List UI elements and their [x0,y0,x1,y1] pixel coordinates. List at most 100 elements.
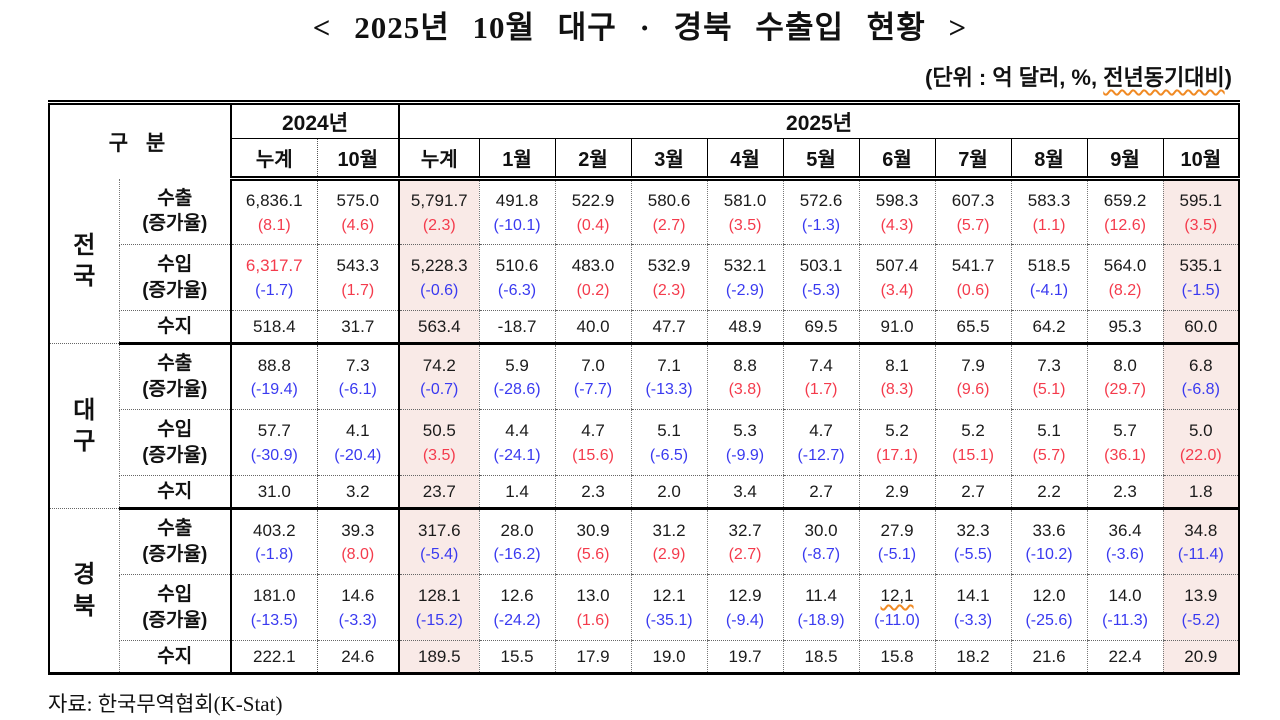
value: 583.3 [1027,191,1071,211]
growth-rate: (3.4) [880,281,914,299]
data-cell: 2.0 [630,475,708,510]
value: 5.7 [1113,421,1137,441]
growth-rate: (-6.3) [497,281,537,299]
data-cell: 5.9 (-28.6) [478,343,556,410]
data-cell: 48.9 [706,310,784,345]
growth-rate: (-19.4) [250,381,298,399]
data-cell: 1.8 [1162,475,1240,510]
data-cell: 65.5 [934,310,1012,345]
value: 39.3 [341,520,375,540]
value: 518.4 [252,316,296,336]
value: 5.0 [1188,421,1213,441]
data-cell: 36.4 (-3.6) [1086,508,1164,575]
balance-row: 수지 222.1 24.6 189.5 15.5 17.9 19.0 19.7 18.5 15.8… [49,640,1240,675]
export-row: 경 북 수출 (증가율) 403.2 (-1.8) 39.3 (8.0) 317.6 (-5.… [49,508,1240,674]
value: 8.0 [1113,355,1137,375]
growth-rate: (-5.1) [877,546,917,564]
data-cell: 572.6 (-1.3) [782,178,860,245]
growth-rate: (2.7) [652,216,686,234]
growth-rate: (-1.7) [255,281,294,299]
value: -18.7 [497,316,537,336]
value: 17.9 [576,646,610,666]
value: 4.4 [505,421,529,441]
value: 4.1 [345,421,370,441]
value: 7.1 [657,355,681,375]
value: 6.8 [1188,355,1213,375]
data-cell: 5.3 (-9.9) [706,409,784,476]
data-cell: 7.1 (-13.3) [630,343,708,410]
value: 8.1 [885,355,909,375]
data-cell: 23.7 [398,475,480,510]
growth-rate: (4.3) [880,216,914,234]
data-cell: 50.5 (3.5) [398,409,480,476]
data-cell: 8.8 (3.8) [706,343,784,410]
data-cell: 47.7 [630,310,708,345]
growth-rate: (5.1) [1032,381,1066,399]
data-cell: 518.4 [230,310,318,345]
data-cell: 532.1 (-2.9) [706,244,784,311]
growth-rate: (12.6) [1104,216,1146,234]
data-cell: 22.4 [1086,640,1164,675]
data-cell: 563.4 [398,310,480,345]
data-cell: 34.8 (-11.4) [1162,508,1240,575]
column-header: 1월 [478,138,556,181]
data-cell: 15.5 [478,640,556,675]
unit-note-underlined: 전년동기대비 [1103,65,1225,90]
data-cell: 222.1 [230,640,318,675]
data-cell: 11.4 (-18.9) [782,574,860,641]
value: 5,228.3 [410,256,468,276]
value: 12.9 [728,586,762,606]
trade-table: 구 분 2024년 2025년 누계 10월 누계 1월 2월 3월 4월 5월 6월 7월 8월 9월 10… [48,100,1241,675]
row-label-balance: 수지 [118,310,232,345]
value: 13.9 [1184,586,1218,606]
data-cell: 14.1 (-3.3) [934,574,1012,641]
value: 2.2 [1037,481,1061,501]
data-cell: 4.1 (-20.4) [316,409,400,476]
growth-rate: (-3.6) [1105,546,1145,564]
growth-rate: (-18.9) [797,611,845,629]
data-cell: 510.6 (-6.3) [478,244,556,311]
growth-rate: (8.2) [1108,281,1142,299]
value: 1.4 [505,481,529,501]
data-cell: 2.7 [934,475,1012,510]
data-cell: 3.2 [316,475,400,510]
growth-rate: (17.1) [876,446,918,464]
growth-rate: (-13.3) [645,381,693,399]
data-cell: 532.9 (2.3) [630,244,708,311]
column-header: 10월 [1162,138,1240,181]
growth-rate: (0.4) [576,216,610,234]
value: 5.1 [657,421,681,441]
growth-rate: (-24.2) [493,611,541,629]
value: 5.1 [1037,421,1061,441]
growth-rate: (-20.4) [334,446,382,464]
data-cell: 4.7 (-12.7) [782,409,860,476]
unit-note-suffix: ) [1224,65,1232,90]
data-cell: 39.3 (8.0) [316,508,400,575]
data-cell: 541.7 (0.6) [934,244,1012,311]
data-cell: 543.3 (1.7) [316,244,400,311]
data-cell: 181.0 (-13.5) [230,574,318,641]
value: 5,791.7 [410,191,468,211]
value: 5.3 [733,421,757,441]
growth-rate: (-6.8) [1181,381,1220,399]
growth-rate: (1.1) [1032,216,1066,234]
growth-rate: (5.7) [956,216,990,234]
value: 4.7 [809,421,833,441]
data-cell: 12,1 (-11.0) [858,574,936,641]
value: 491.8 [495,191,539,211]
data-cell: 12.0 (-25.6) [1010,574,1088,641]
data-cell: 57.7 (-30.9) [230,409,318,476]
growth-rate: (2.7) [728,546,762,564]
value: 19.0 [652,646,686,666]
value: 40.0 [576,316,610,336]
value: 7.3 [1037,355,1061,375]
value: 1.8 [1188,481,1213,501]
growth-rate: (8.3) [880,381,914,399]
growth-rate: (-10.2) [1025,546,1073,564]
row-label-export: 수출 (증가율) [118,508,232,575]
value: 535.1 [1179,256,1223,276]
year-group-header: 2025년 [398,102,1240,139]
column-header: 9월 [1086,138,1164,181]
growth-rate: (-0.7) [420,381,459,399]
value: 31.7 [341,316,375,336]
